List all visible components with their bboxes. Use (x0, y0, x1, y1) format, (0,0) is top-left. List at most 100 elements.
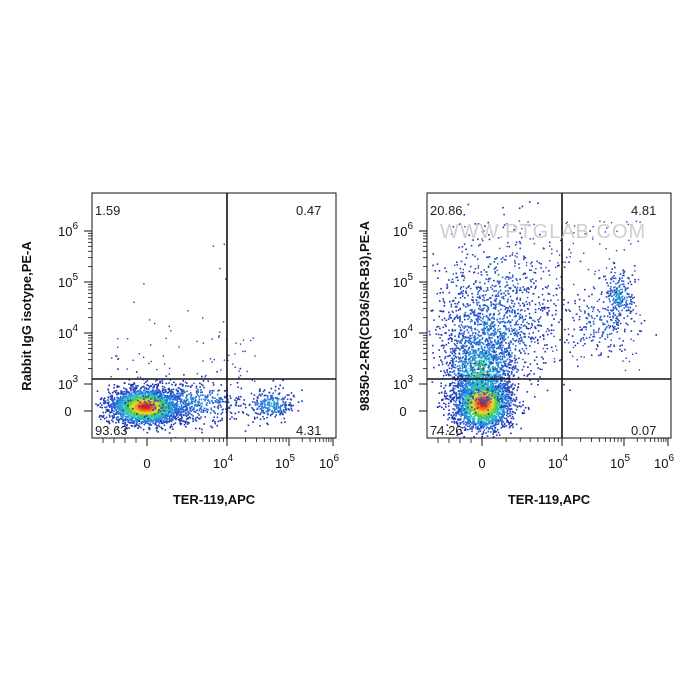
event-dot (217, 420, 220, 423)
event-dot (131, 399, 133, 401)
event-dot (150, 413, 152, 415)
event-dot (151, 420, 154, 423)
event-dot (111, 419, 113, 422)
event-dot (276, 398, 279, 400)
event-dot (197, 417, 200, 420)
event-dot (116, 385, 119, 387)
event-dot (229, 418, 231, 420)
event-dot (121, 393, 124, 395)
event-dot (198, 398, 201, 400)
event-dot (149, 393, 151, 396)
event-dot (212, 389, 215, 392)
event-dot (117, 397, 119, 400)
event-dot (460, 385, 463, 388)
event-dot (164, 429, 167, 431)
event-dot (142, 406, 145, 408)
event-dot (466, 385, 469, 388)
event-dot (189, 412, 191, 415)
event-dot (171, 418, 173, 420)
event-dot (498, 389, 501, 391)
event-dot (107, 420, 109, 423)
event-dot (133, 411, 136, 414)
event-dot (123, 407, 126, 409)
event-dot (184, 409, 187, 412)
event-dot (147, 417, 149, 420)
event-dot (205, 403, 208, 406)
event-dot (264, 403, 266, 406)
event-dot (160, 410, 162, 413)
event-dot (165, 414, 168, 417)
event-dot (168, 402, 171, 404)
event-dot (141, 394, 144, 396)
event-dot (486, 373, 488, 375)
event-dot (270, 413, 272, 416)
event-dot (119, 405, 121, 407)
x-tick-label: 106 (319, 453, 339, 471)
event-dot (174, 397, 177, 399)
event-dot (472, 425, 474, 428)
event-dot (455, 421, 458, 423)
event-dot (160, 416, 163, 419)
event-dot (118, 408, 121, 410)
event-dot (105, 416, 108, 419)
event-dot (201, 405, 203, 408)
event-dot (130, 413, 132, 416)
event-dot (268, 398, 270, 401)
event-dot (503, 411, 506, 413)
event-dot (507, 397, 509, 400)
event-dot (468, 415, 470, 418)
event-dot (132, 402, 134, 404)
event-dot (218, 335, 220, 337)
event-dot (511, 424, 514, 426)
event-dot (186, 409, 189, 412)
event-dot (113, 414, 115, 417)
event-dot (117, 396, 119, 399)
event-dot (154, 390, 156, 392)
event-dot (221, 400, 224, 403)
event-dot (124, 418, 127, 421)
event-dot (447, 430, 449, 432)
event-dot (138, 414, 141, 416)
event-dot (113, 404, 115, 407)
event-dot (117, 421, 120, 424)
event-dot (492, 399, 494, 402)
event-dot (258, 393, 261, 396)
event-dot (491, 411, 493, 413)
event-dot (268, 391, 271, 394)
event-dot (139, 410, 141, 412)
event-dot (470, 408, 472, 410)
event-dot (510, 420, 512, 423)
event-dot (182, 420, 185, 422)
event-dot (132, 407, 134, 410)
event-dot (236, 382, 239, 384)
event-dot (188, 393, 190, 395)
quadrant-label-q4: 93.63 (95, 423, 128, 438)
event-dot (116, 355, 118, 357)
event-dot (170, 408, 172, 410)
event-dot (163, 398, 165, 400)
event-dot (176, 408, 179, 410)
event-dot (253, 398, 255, 400)
event-dot (482, 432, 485, 435)
event-dot (159, 394, 161, 397)
event-dot (172, 411, 175, 413)
event-dot (197, 389, 199, 391)
event-dot (510, 401, 512, 404)
event-dot (148, 394, 150, 396)
event-dot (168, 407, 170, 409)
event-dot (465, 406, 467, 408)
event-dot (158, 401, 160, 404)
event-dot (208, 391, 211, 394)
event-dot (276, 396, 278, 399)
event-dot (107, 403, 110, 406)
event-dot (155, 415, 157, 418)
event-dot (131, 396, 134, 399)
event-dot (116, 401, 118, 403)
event-dot (165, 405, 168, 407)
event-dot (115, 389, 118, 392)
event-dot (147, 390, 149, 393)
event-dot (155, 389, 158, 392)
event-dot (195, 391, 198, 394)
event-dot (167, 404, 170, 406)
event-dot (131, 409, 133, 411)
